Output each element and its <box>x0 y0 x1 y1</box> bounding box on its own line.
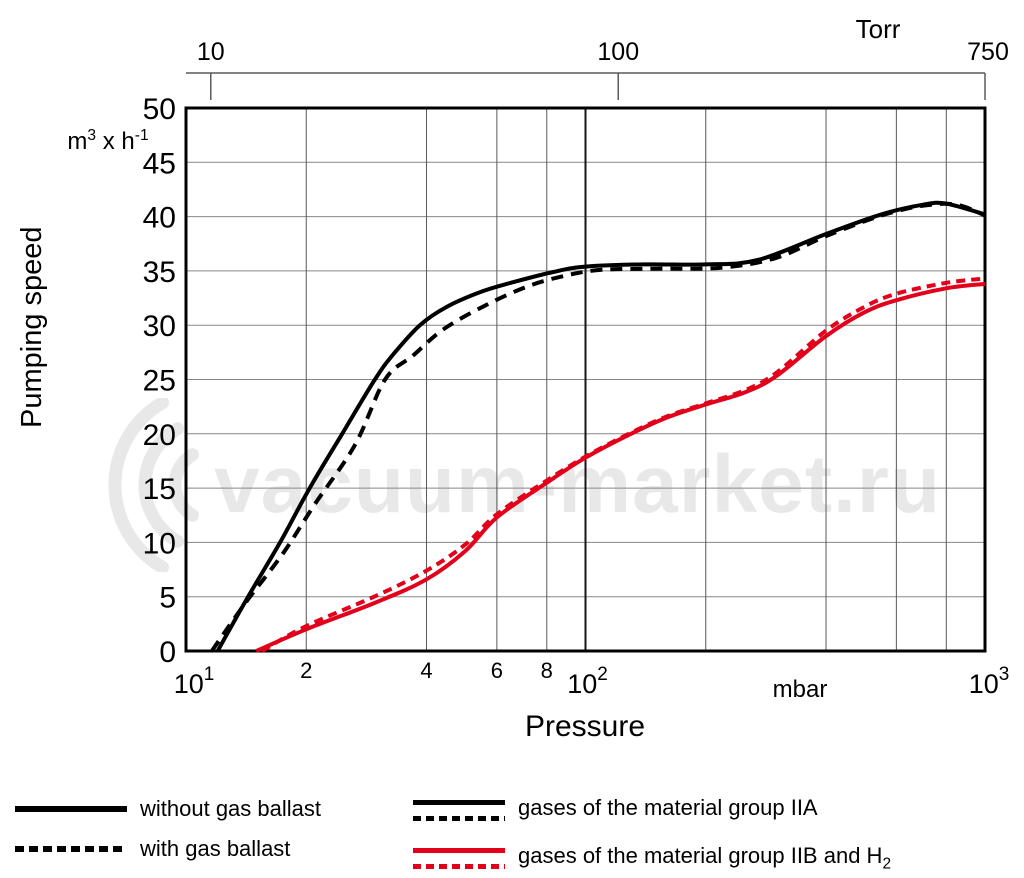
y-tick-label: 5 <box>159 582 176 615</box>
x-minor-label: 6 <box>491 658 503 683</box>
torr-tick-label: 10 <box>197 38 225 66</box>
legend-item-with-gas-ballast: with gas ballast <box>15 835 290 863</box>
legend-label: gases of the material group IIB and H2 <box>518 842 891 873</box>
x-decade-label: 103 <box>969 664 1010 699</box>
legend-item-group-iia: gases of the material group IIA <box>413 790 818 830</box>
y-tick-label: 45 <box>143 147 176 180</box>
legend-swatch-black-pair <box>413 799 505 821</box>
y-tick-label: 0 <box>159 636 176 669</box>
y-tick-label: 15 <box>143 473 176 506</box>
y-tick-label: 10 <box>143 527 176 560</box>
x-minor-label: 2 <box>300 658 312 683</box>
x-minor-label: 8 <box>541 658 553 683</box>
x-decade-label: 101 <box>174 664 215 699</box>
legend-label: without gas ballast <box>140 796 321 821</box>
legend-label: gases of the material group IIA <box>518 794 818 820</box>
y-tick-label: 50 <box>143 93 176 126</box>
legend-swatch-dashed-black <box>15 846 127 852</box>
x-axis-title: Pressure <box>524 710 646 743</box>
y-axis-title: Pumping speed <box>16 226 48 428</box>
x-minor-label: 4 <box>420 658 432 683</box>
top-axis-unit: Torr <box>855 14 901 44</box>
y-tick-label: 30 <box>143 310 176 343</box>
series-iia-with <box>210 201 986 653</box>
y-tick-label: 25 <box>143 365 176 398</box>
x-axis-unit: mbar <box>772 676 828 703</box>
legend-item-without-gas-ballast: without gas ballast <box>15 795 321 823</box>
plot-border <box>184 106 987 653</box>
series-iib-with <box>261 276 986 653</box>
legend-item-group-iib-h2: gases of the material group IIB and H2 <box>413 838 891 878</box>
torr-tick-label: 750 <box>967 38 1009 66</box>
chart-plot: 10 100 750 0 5 10 15 20 25 30 35 40 45 50 2 4 6 8 101 102 10… <box>143 38 1010 699</box>
y-tick-label: 20 <box>143 419 176 452</box>
y-tick-label: 35 <box>143 256 176 289</box>
torr-tick-label: 100 <box>597 38 639 66</box>
y-axis-unit: m3 x h-1 <box>67 127 149 155</box>
legend-label: with gas ballast <box>140 836 291 861</box>
series-iib-without <box>255 281 986 653</box>
legend-swatch-solid-black <box>15 806 127 812</box>
x-decade-label: 102 <box>567 664 608 699</box>
series-group <box>210 200 986 653</box>
y-tick-label: 40 <box>143 202 176 235</box>
legend-swatch-red-pair <box>413 847 505 869</box>
